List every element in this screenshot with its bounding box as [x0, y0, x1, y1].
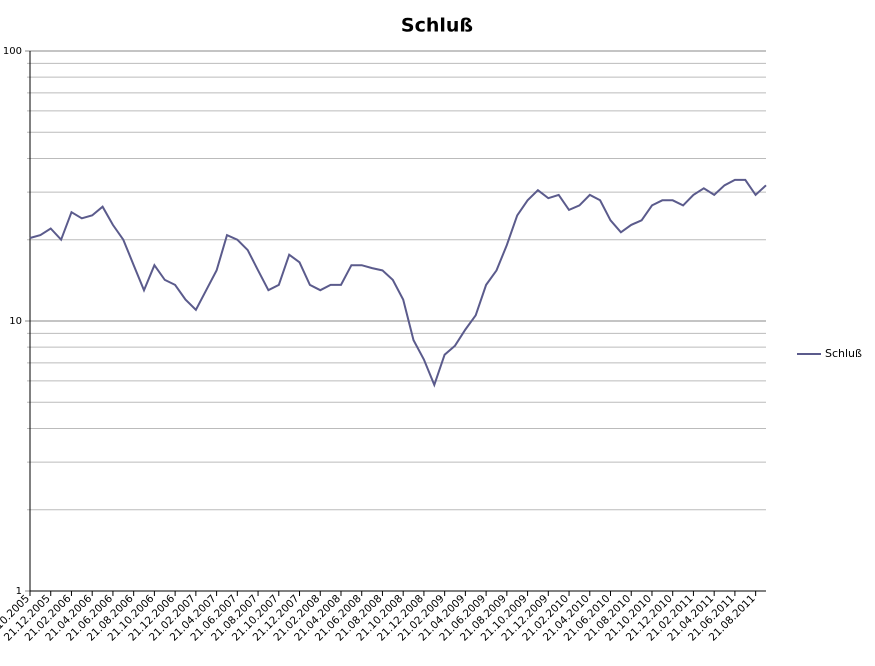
legend-label: Schluß — [825, 347, 862, 360]
chart-title: Schluß — [401, 15, 473, 37]
line-series — [29, 178, 767, 388]
y-tick-label: 10 — [9, 316, 22, 327]
y-tick-label: 100 — [3, 46, 22, 57]
y-tick-label: 1 — [16, 586, 22, 597]
